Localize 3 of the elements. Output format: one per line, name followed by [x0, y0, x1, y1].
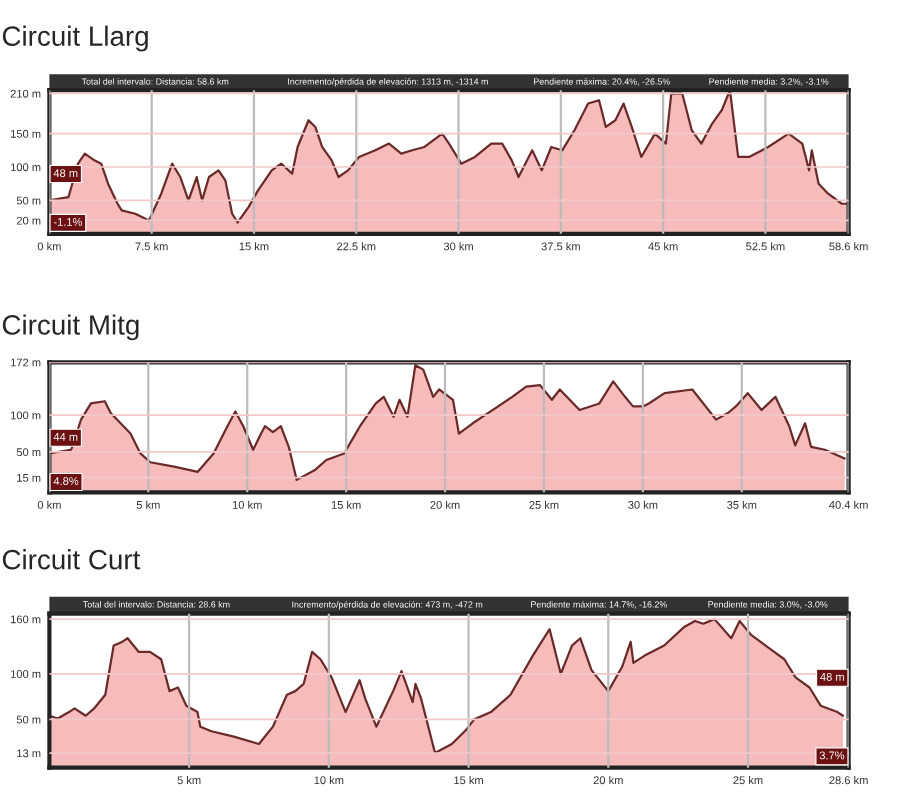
chart-title: Circuit Llarg: [2, 25, 148, 52]
chart-title: Circuit Curt: [2, 549, 141, 570]
chart-title: Circuit Mitg: [2, 314, 139, 341]
